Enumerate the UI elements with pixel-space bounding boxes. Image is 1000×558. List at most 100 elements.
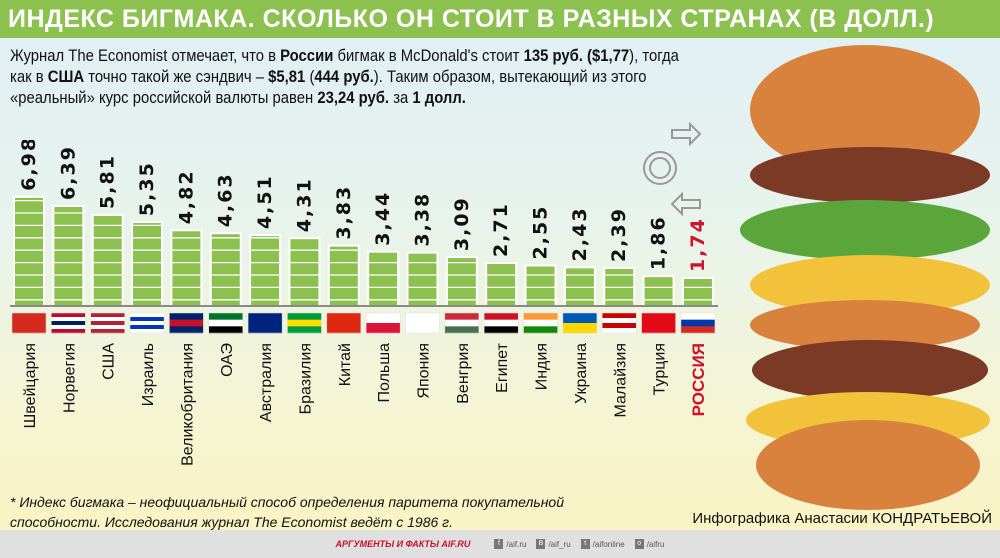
value-label: 1,74 bbox=[687, 217, 709, 272]
bar-group: 4,51 Австралия bbox=[247, 174, 283, 422]
flag-icon bbox=[287, 312, 322, 334]
intro-segment: 135 руб. bbox=[523, 47, 583, 65]
value-label: 6,98 bbox=[18, 140, 40, 191]
burger-illustration bbox=[643, 45, 990, 510]
flag-icon bbox=[641, 312, 676, 334]
bar bbox=[447, 258, 476, 305]
intro-segment: ( bbox=[305, 68, 315, 86]
intro-segment: 444 руб. bbox=[314, 68, 374, 86]
social-label: /aifonline bbox=[592, 539, 625, 549]
bar-group: 5,35 Израиль bbox=[129, 161, 165, 406]
country-label: Израиль bbox=[140, 343, 157, 406]
intro-segment: 23,24 руб. bbox=[317, 89, 390, 107]
flag-icon bbox=[208, 312, 243, 334]
value-label: 3,83 bbox=[333, 185, 355, 240]
country-label: Турция bbox=[652, 343, 669, 395]
social-twitter[interactable]: t/aifonline bbox=[580, 539, 625, 549]
footer: АРГУМЕНТЫ И ФАКТЫ AIF.RU f/aif.ru B/aif_… bbox=[0, 530, 1000, 558]
value-label: 3,44 bbox=[372, 191, 394, 246]
intro-segment: Журнал The Economist отмечает, что в bbox=[10, 47, 281, 65]
vk-icon: B bbox=[536, 539, 546, 549]
bar-group: 6,98 Швейцария bbox=[11, 140, 47, 428]
flag-icon bbox=[90, 312, 125, 334]
country-label: Япония bbox=[416, 343, 433, 399]
bar bbox=[290, 239, 319, 305]
value-label: 4,82 bbox=[175, 169, 197, 224]
country-label: Норвегия bbox=[61, 343, 78, 413]
intro-segment: России bbox=[280, 47, 334, 65]
value-label: 4,63 bbox=[215, 172, 237, 227]
country-label: Украина bbox=[573, 343, 590, 404]
social-odnoklassniki[interactable]: o/aifru bbox=[634, 539, 665, 549]
country-label: РОССИЯ bbox=[689, 343, 708, 416]
intro-segment: ), тогда как в bbox=[10, 47, 679, 86]
facebook-icon: f bbox=[494, 539, 504, 549]
country-label: Бразилия bbox=[297, 343, 314, 414]
value-label: 2,43 bbox=[569, 206, 591, 261]
country-label: Индия bbox=[534, 343, 551, 390]
country-label: Швейцария bbox=[22, 343, 39, 428]
bar-group: 5,81 США bbox=[90, 154, 125, 380]
bar bbox=[408, 253, 437, 305]
bar-group: 2,55 Индия bbox=[523, 205, 558, 390]
bar bbox=[683, 279, 712, 305]
value-label: 6,39 bbox=[57, 145, 79, 200]
currency-exchange-icon bbox=[643, 121, 702, 217]
aif-logo[interactable]: АРГУМЕНТЫ И ФАКТЫ AIF.RU bbox=[335, 539, 471, 549]
flag-icon bbox=[444, 312, 480, 334]
flag-icon bbox=[562, 312, 598, 334]
bar-group: 1,74 РОССИЯ bbox=[680, 217, 716, 416]
social-vk[interactable]: B/aif_ru bbox=[536, 539, 571, 549]
bar bbox=[251, 236, 280, 305]
bar bbox=[172, 231, 201, 305]
value-label: 4,31 bbox=[293, 177, 315, 232]
intro-segment: за bbox=[389, 89, 413, 107]
value-label: 5,35 bbox=[136, 161, 158, 216]
country-label: Великобритания bbox=[179, 343, 196, 466]
flag-icon bbox=[169, 312, 204, 334]
country-label: Венгрия bbox=[455, 343, 472, 404]
credit: Инфографика Анастасии КОНДРАТЬЕВОЙ bbox=[692, 510, 992, 527]
value-label: 4,51 bbox=[254, 174, 276, 229]
bar bbox=[487, 263, 516, 305]
social-label: /aif_ru bbox=[548, 539, 571, 549]
bar-group: 1,86 Турция bbox=[641, 215, 676, 395]
flag-icon bbox=[483, 312, 519, 334]
country-label: ОАЭ bbox=[219, 343, 236, 377]
bar bbox=[369, 252, 398, 305]
bar bbox=[15, 197, 43, 305]
country-label: Египет bbox=[494, 342, 511, 392]
country-label: Австралия bbox=[258, 343, 275, 422]
bar-group: 4,31 Бразилия bbox=[287, 177, 322, 414]
flag-icon bbox=[247, 312, 283, 334]
intro-segment: точно такой же сэндвич – bbox=[84, 68, 269, 86]
flag-icon bbox=[523, 312, 558, 334]
bar-group: 3,44 Польша bbox=[365, 191, 401, 403]
bar-chart: 6,98 Швейцария 6,39 Норвегия 5,81 США 5,35 Изра… bbox=[10, 140, 718, 466]
bar-group: 3,09 Венгрия bbox=[444, 196, 480, 404]
flag-icon bbox=[365, 312, 401, 334]
bar-group: 3,83 Китай bbox=[326, 185, 362, 386]
value-label: 3,38 bbox=[412, 192, 434, 247]
bar bbox=[93, 215, 122, 305]
value-label: 5,81 bbox=[97, 154, 119, 209]
bar bbox=[54, 206, 83, 305]
intro-segment: бигмак в McDonald's стоит bbox=[333, 47, 524, 65]
twitter-icon: t bbox=[580, 539, 590, 549]
value-label: 2,55 bbox=[530, 205, 552, 260]
social-label: /aif.ru bbox=[506, 539, 527, 549]
value-label: 2,39 bbox=[608, 207, 630, 262]
bar-group: 3,38 Япония bbox=[405, 192, 440, 399]
value-label: 1,86 bbox=[648, 215, 670, 270]
country-label: Польша bbox=[376, 343, 393, 403]
intro-segment: 1 долл. bbox=[412, 89, 466, 107]
odnoklassniki-icon: o bbox=[634, 539, 644, 549]
country-label: США bbox=[101, 343, 118, 380]
country-label: Китай bbox=[337, 343, 354, 386]
social-facebook[interactable]: f/aif.ru bbox=[494, 539, 526, 549]
flag-icon bbox=[129, 312, 165, 334]
bar bbox=[211, 234, 240, 305]
flag-icon bbox=[11, 312, 47, 334]
flag-icon bbox=[326, 312, 362, 334]
intro-segment: $5,81 bbox=[268, 68, 306, 86]
